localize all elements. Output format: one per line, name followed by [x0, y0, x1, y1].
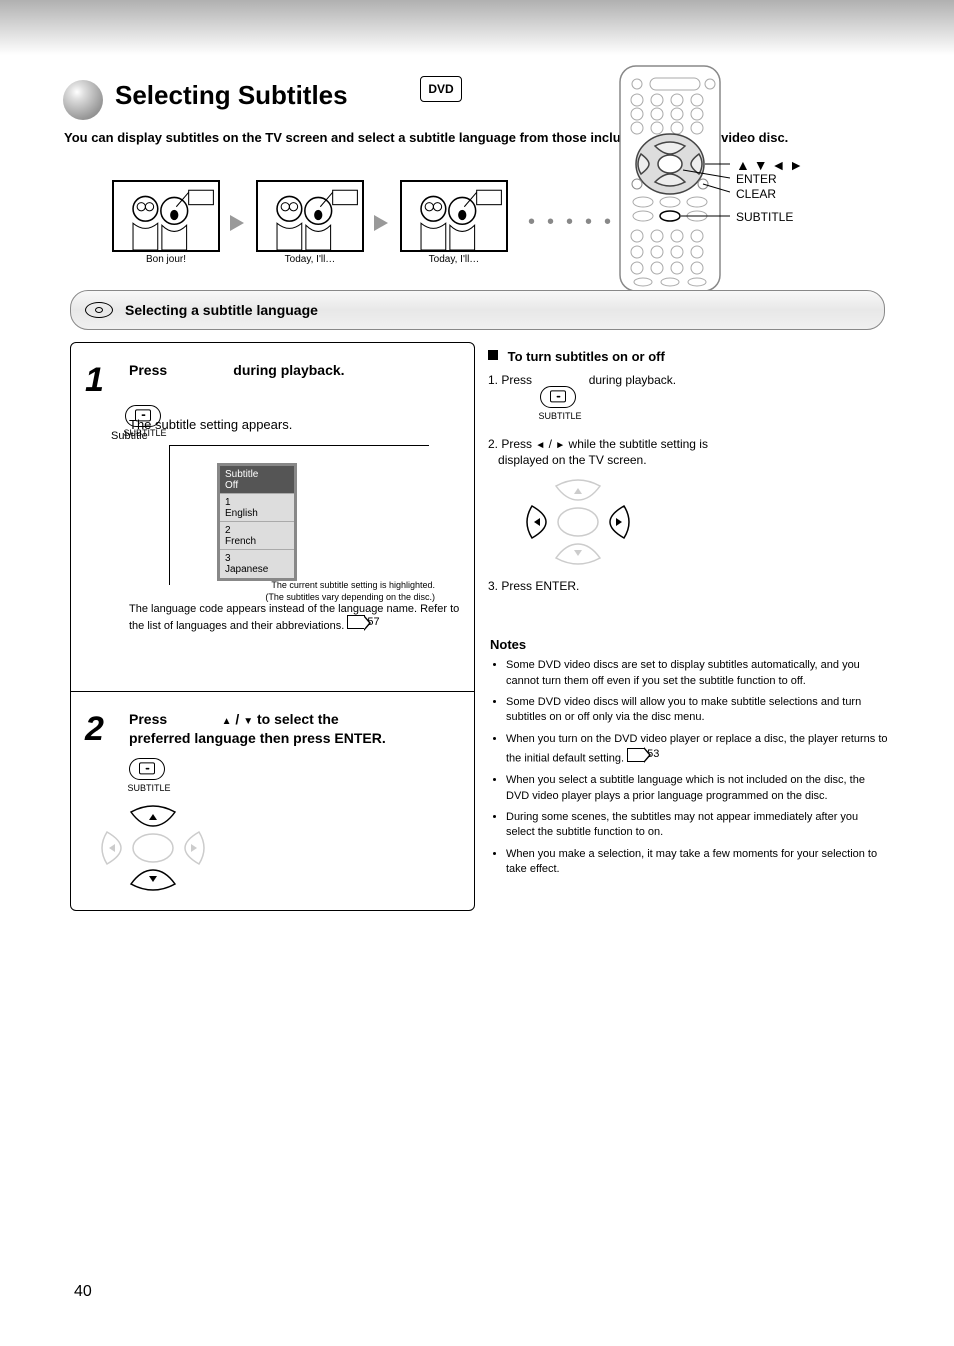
- remote-arrows-label: ▲ ▼ ◄ ►: [736, 157, 803, 173]
- note-item: Some DVD video discs are set to display …: [506, 658, 888, 689]
- frame-2-label: Today, I'll…: [285, 254, 336, 265]
- frame-3: Today, I'll…: [400, 180, 508, 265]
- note-item: When you turn on the DVD video player or…: [506, 732, 888, 767]
- remote-illustration: [615, 64, 730, 299]
- dpad-icon: [93, 798, 213, 898]
- film-illustration-icon: [258, 182, 362, 250]
- filmstrip-row: Bon jour! Today, I'll…: [112, 180, 623, 265]
- frame-1-label: Bon jour!: [146, 254, 186, 265]
- top-gradient: [0, 0, 954, 55]
- arrow-icon: [374, 213, 390, 233]
- right-step2-c: while the subtitle setting is: [569, 437, 708, 451]
- step-2-text-d: preferred language then press ENTER.: [129, 729, 460, 748]
- note-item: Some DVD video discs will allow you to m…: [506, 695, 888, 726]
- header-sphere-icon: [63, 80, 103, 120]
- page-title: Selecting Subtitles: [115, 80, 348, 111]
- step-2-slash: /: [235, 711, 239, 727]
- right-step3: 3. Press ENTER.: [488, 578, 886, 594]
- triangle-down-icon: ▼: [243, 716, 253, 727]
- section-bar-title: Selecting a subtitle language: [125, 302, 318, 318]
- note-item: When you select a subtitle language whic…: [506, 773, 888, 804]
- step-2: 2 Press ▲ / ▼ to select the preferred la…: [71, 692, 474, 910]
- osd-list: SubtitleOff 1English 2French 3Japanese: [217, 463, 297, 581]
- page-ref-icon: 53: [627, 747, 659, 762]
- osd-caption: The current subtitle setting is highligh…: [255, 579, 435, 603]
- right-step2-slash: /: [549, 437, 552, 451]
- right-head-text: To turn subtitles on or off: [508, 349, 665, 364]
- page-ref-icon: 57: [347, 615, 379, 629]
- disc-icon: [85, 302, 113, 318]
- osd-item-1: 1English: [220, 494, 294, 522]
- square-bullet-icon: [488, 350, 498, 360]
- subtitle-button-icon: [540, 386, 576, 408]
- right-step1-a: 1. Press: [488, 373, 532, 387]
- step-1-text-b: during playback.: [233, 362, 344, 378]
- subtitle-button-label: SUBTITLE: [536, 410, 584, 422]
- subtitle-button-icon: [125, 405, 161, 427]
- right-step1-b: during playback.: [589, 373, 676, 387]
- dvd-badge: DVD: [420, 76, 462, 102]
- triangle-left-icon: ◄: [535, 440, 545, 451]
- osd-item-2: 2French: [220, 522, 294, 550]
- remote-enter-label: ENTER: [736, 172, 777, 186]
- film-illustration-icon: [114, 182, 218, 250]
- step-1-lower-text: The language code appears instead of the…: [129, 603, 460, 632]
- triangle-up-icon: ▲: [222, 716, 232, 727]
- page-number: 40: [74, 1283, 92, 1301]
- step-1-line2: The subtitle setting appears.: [129, 416, 460, 434]
- triangle-right-icon: ►: [555, 440, 565, 451]
- step-1-text-a: Press: [129, 362, 167, 378]
- osd-item-3: 3Japanese: [220, 550, 294, 578]
- frame-2: Today, I'll…: [256, 180, 364, 265]
- subtitle-button-icon: [129, 758, 165, 780]
- osd-header-label: Subtitle: [111, 429, 148, 444]
- step-2-text-a: Press: [129, 711, 167, 727]
- step-2-number: 2: [85, 710, 111, 746]
- note-item: During some scenes, the subtitles may no…: [506, 810, 888, 841]
- film-illustration-icon: [402, 182, 506, 250]
- right-step2-a: 2. Press: [488, 437, 532, 451]
- osd-item-0: SubtitleOff: [220, 466, 294, 494]
- osd-menu: Subtitle SubtitleOff 1English 2French 3J…: [159, 445, 439, 595]
- frame-1: Bon jour!: [112, 180, 220, 265]
- step-1: 1 SUBTITLE Press during playback. The su…: [71, 343, 474, 691]
- remote-clear-label: CLEAR: [736, 187, 776, 201]
- notes-heading: Notes: [490, 636, 888, 654]
- subtitle-button-label: SUBTITLE: [125, 782, 173, 794]
- ellipsis-dots: •••••: [528, 211, 623, 234]
- step-2-text-c: to select the: [257, 711, 339, 727]
- remote-subtitle-label: SUBTITLE: [736, 210, 793, 224]
- dpad-icon: [518, 472, 638, 572]
- arrow-icon: [230, 213, 246, 233]
- step-1-number: 1: [85, 361, 111, 397]
- frame-3-label: Today, I'll…: [429, 254, 480, 265]
- right-step2-d: displayed on the TV screen.: [498, 453, 647, 467]
- note-item: When you make a selection, it may take a…: [506, 847, 888, 878]
- steps-box: 1 SUBTITLE Press during playback. The su…: [70, 342, 475, 911]
- section-bar: Selecting a subtitle language: [70, 290, 885, 330]
- notes-section: Notes Some DVD video discs are set to di…: [490, 636, 888, 884]
- right-column: To turn subtitles on or off 1. Press dur…: [488, 348, 886, 594]
